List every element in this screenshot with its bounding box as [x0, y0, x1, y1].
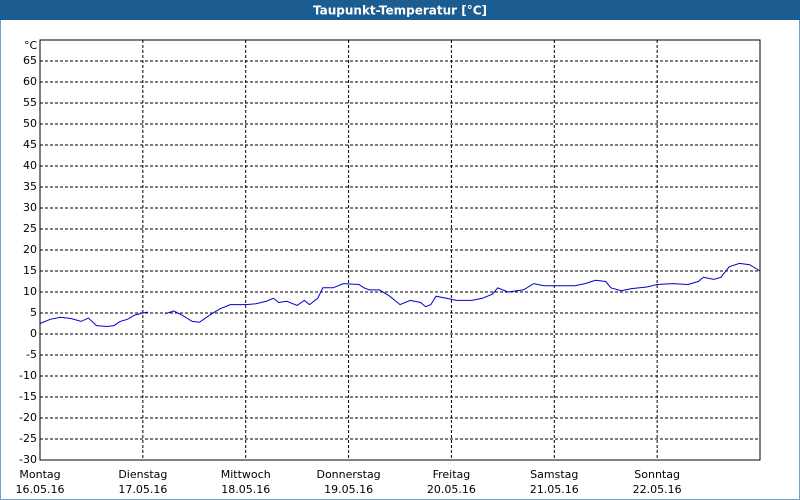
y-tick-label: 15 [23, 264, 37, 277]
x-tick-label: 18.05.16 [221, 483, 270, 496]
x-tick-label: Samstag [530, 468, 578, 481]
y-tick-label: 40 [23, 159, 37, 172]
y-tick-label: 55 [23, 96, 37, 109]
x-tick-label: 16.05.16 [16, 483, 65, 496]
y-tick-label: -20 [19, 411, 37, 424]
y-tick-label: 65 [23, 54, 37, 67]
y-tick-label: 35 [23, 180, 37, 193]
y-tick-label: 0 [30, 327, 37, 340]
x-tick-label: 17.05.16 [118, 483, 167, 496]
y-tick-label: 30 [23, 201, 37, 214]
x-tick-label: 22.05.16 [633, 483, 682, 496]
y-tick-label: 20 [23, 243, 37, 256]
y-tick-label: 60 [23, 75, 37, 88]
x-tick-label: Dienstag [118, 468, 167, 481]
y-tick-label: 45 [23, 138, 37, 151]
x-tick-label: Montag [19, 468, 60, 481]
y-tick-label: 10 [23, 285, 37, 298]
x-tick-label: 21.05.16 [530, 483, 579, 496]
title-bar [0, 0, 800, 20]
y-tick-label: 5 [30, 306, 37, 319]
x-tick-label: Donnerstag [316, 468, 380, 481]
x-tick-label: 20.05.16 [427, 483, 476, 496]
y-tick-label: 25 [23, 222, 37, 235]
x-tick-label: Sonntag [634, 468, 680, 481]
y-tick-label: 50 [23, 117, 37, 130]
chart-title: Taupunkt-Temperatur [°C] [313, 4, 487, 18]
plot-border [39, 39, 761, 461]
line [165, 262, 761, 323]
y-unit: °C [24, 39, 38, 52]
y-tick-label: -25 [19, 432, 37, 445]
x-tick-label: Mittwoch [221, 468, 271, 481]
y-tick-label: -15 [19, 390, 37, 403]
y-tick-label: -30 [19, 453, 37, 466]
y-tick-label: -5 [26, 348, 37, 361]
line [39, 311, 149, 327]
x-tick-label: 19.05.16 [324, 483, 373, 496]
y-tick-label: -10 [19, 369, 37, 382]
x-tick-label: Freitag [433, 468, 471, 481]
